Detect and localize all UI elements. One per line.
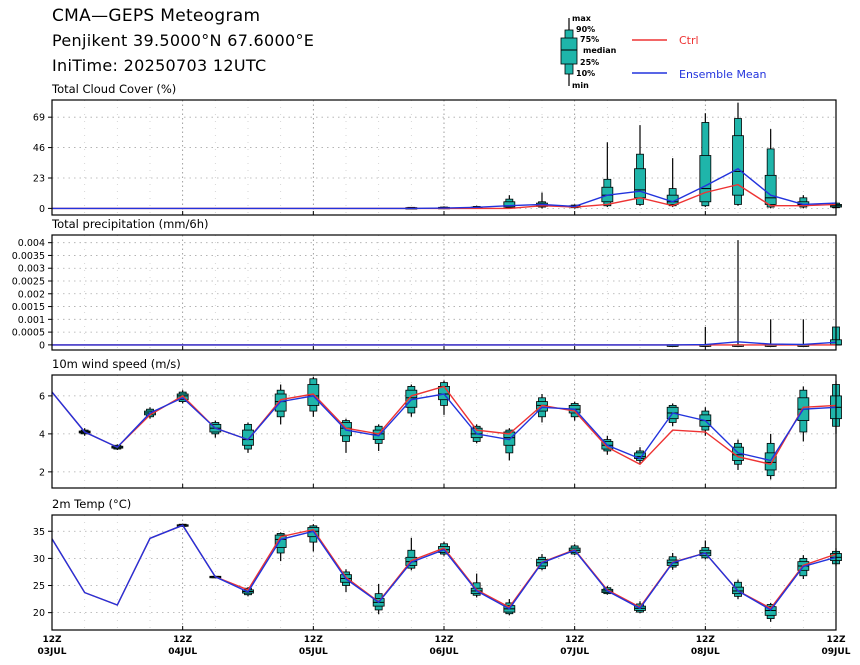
- x-tick-label-time: 12Z: [826, 635, 846, 645]
- panel-4: 2m Temp (°C) 20 25 30 35: [33, 497, 842, 631]
- y-tick-label: 0.001: [18, 315, 45, 326]
- x-tick-label-time: 12Z: [565, 635, 585, 645]
- x-tick-label-time: 12Z: [42, 635, 62, 645]
- y-tick-label: 23: [33, 173, 45, 184]
- y-tick-label: 0.003: [18, 264, 45, 275]
- legend-label-max: max: [572, 14, 592, 23]
- chart-title: CMA—GEPS Meteogram: [52, 6, 261, 26]
- panel-frame: [51, 514, 837, 631]
- x-tick-label-time: 12Z: [173, 635, 193, 645]
- location-label: Penjikent 39.5000°N 67.6000°E: [52, 31, 315, 50]
- box-plot: [372, 424, 385, 451]
- y-tick-label: 4: [39, 429, 45, 440]
- mean-series-line: [51, 524, 837, 611]
- legend-label-p75: 75%: [580, 35, 599, 44]
- mean-series-line: [52, 167, 837, 210]
- y-tick-label: 46: [33, 143, 45, 154]
- y-tick-label: 0: [39, 340, 45, 351]
- x-tick-label-date: 08JUL: [691, 647, 720, 657]
- panel-frame: [51, 374, 837, 489]
- init-time-label: IniTime: 20250703 12UTC: [52, 56, 267, 75]
- box-inner: [764, 606, 777, 616]
- panel-title: Total Cloud Cover (%): [51, 82, 176, 96]
- box-plot: [634, 125, 646, 206]
- box-plot: [699, 327, 712, 347]
- legend-mean-label: Ensemble Mean: [679, 68, 766, 81]
- box-plot: [732, 579, 744, 600]
- box-inner: [732, 135, 744, 196]
- panel-2: Total precipitation (mm/6h) 00.0005 0.001 0…: [12, 217, 842, 351]
- panel-frame: [51, 99, 837, 216]
- box-inner: [274, 534, 287, 548]
- box-inner: [699, 155, 712, 203]
- y-tick-label: 0.002: [18, 289, 45, 300]
- panel-title: 2m Temp (°C): [52, 497, 131, 511]
- y-tick-label: 35: [33, 527, 45, 538]
- x-tick-label-time: 12Z: [304, 635, 324, 645]
- y-tick-label: 2: [39, 467, 45, 478]
- x-axis: 12Z 03JUL 12Z 04JUL 12Z 05JUL 12Z 06JUL 12Z 07JUL…: [38, 635, 851, 657]
- y-tick-label: 0: [39, 204, 45, 215]
- panel-1: Total Cloud Cover (%) 0 23 46 69: [33, 82, 842, 216]
- mean-series-line: [51, 391, 837, 462]
- ctrl-series-line: [51, 385, 837, 466]
- x-tick-label-time: 12Z: [696, 635, 716, 645]
- legend-label-median: median: [583, 46, 617, 55]
- x-tick-label-date: 09JUL: [822, 647, 851, 657]
- x-tick-label-date: 05JUL: [299, 647, 328, 657]
- y-tick-label: 20: [33, 608, 45, 619]
- y-tick-label: 0.0025: [12, 277, 45, 288]
- x-tick-label-date: 07JUL: [560, 647, 589, 657]
- legend: max 90% 75% median 25% 10% min Ctrl Ense…: [560, 14, 766, 90]
- box-plot: [666, 403, 679, 427]
- box-plot: [732, 240, 744, 347]
- legend-box-inner: [560, 37, 578, 65]
- y-tick-label: 30: [33, 554, 45, 565]
- y-tick-label: 25: [33, 581, 45, 592]
- x-tick-label-date: 04JUL: [168, 647, 197, 657]
- panel-title: 10m wind speed (m/s): [52, 357, 181, 371]
- box-plot: [764, 319, 777, 347]
- panel-title: Total precipitation (mm/6h): [51, 217, 208, 231]
- y-tick-label: 0.0005: [12, 328, 45, 339]
- y-tick-label: 0.0035: [12, 251, 45, 262]
- box-inner: [764, 174, 777, 205]
- box-plot: [797, 319, 810, 347]
- box-inner: [634, 168, 646, 199]
- box-inner: [503, 201, 516, 208]
- y-tick-label: 0.0015: [12, 302, 45, 313]
- box-inner: [764, 452, 777, 471]
- legend-label-p10: 10%: [576, 69, 595, 78]
- box-plot: [634, 447, 646, 465]
- box-plot: [601, 142, 614, 208]
- legend-label-min: min: [572, 81, 589, 90]
- legend-label-p90: 90%: [576, 25, 595, 34]
- y-tick-label: 69: [33, 113, 45, 124]
- box-plot: [764, 602, 777, 622]
- x-tick-label-date: 03JUL: [38, 647, 67, 657]
- y-tick-label: 0.004: [18, 238, 45, 249]
- legend-label-p25: 25%: [580, 58, 599, 67]
- panel-frame: [51, 234, 837, 351]
- box-plot: [797, 195, 810, 209]
- y-tick-label: 6: [39, 391, 45, 402]
- legend-ctrl-label: Ctrl: [679, 34, 699, 47]
- box-plot: [732, 102, 744, 206]
- box-plot: [699, 113, 712, 208]
- box-plot: [732, 439, 744, 470]
- panel-3: 10m wind speed (m/s) 2 4 6: [39, 357, 842, 489]
- mean-series-line: [52, 341, 837, 346]
- x-tick-label-date: 06JUL: [430, 647, 459, 657]
- x-tick-label-time: 12Z: [434, 635, 454, 645]
- box-plot: [242, 422, 254, 453]
